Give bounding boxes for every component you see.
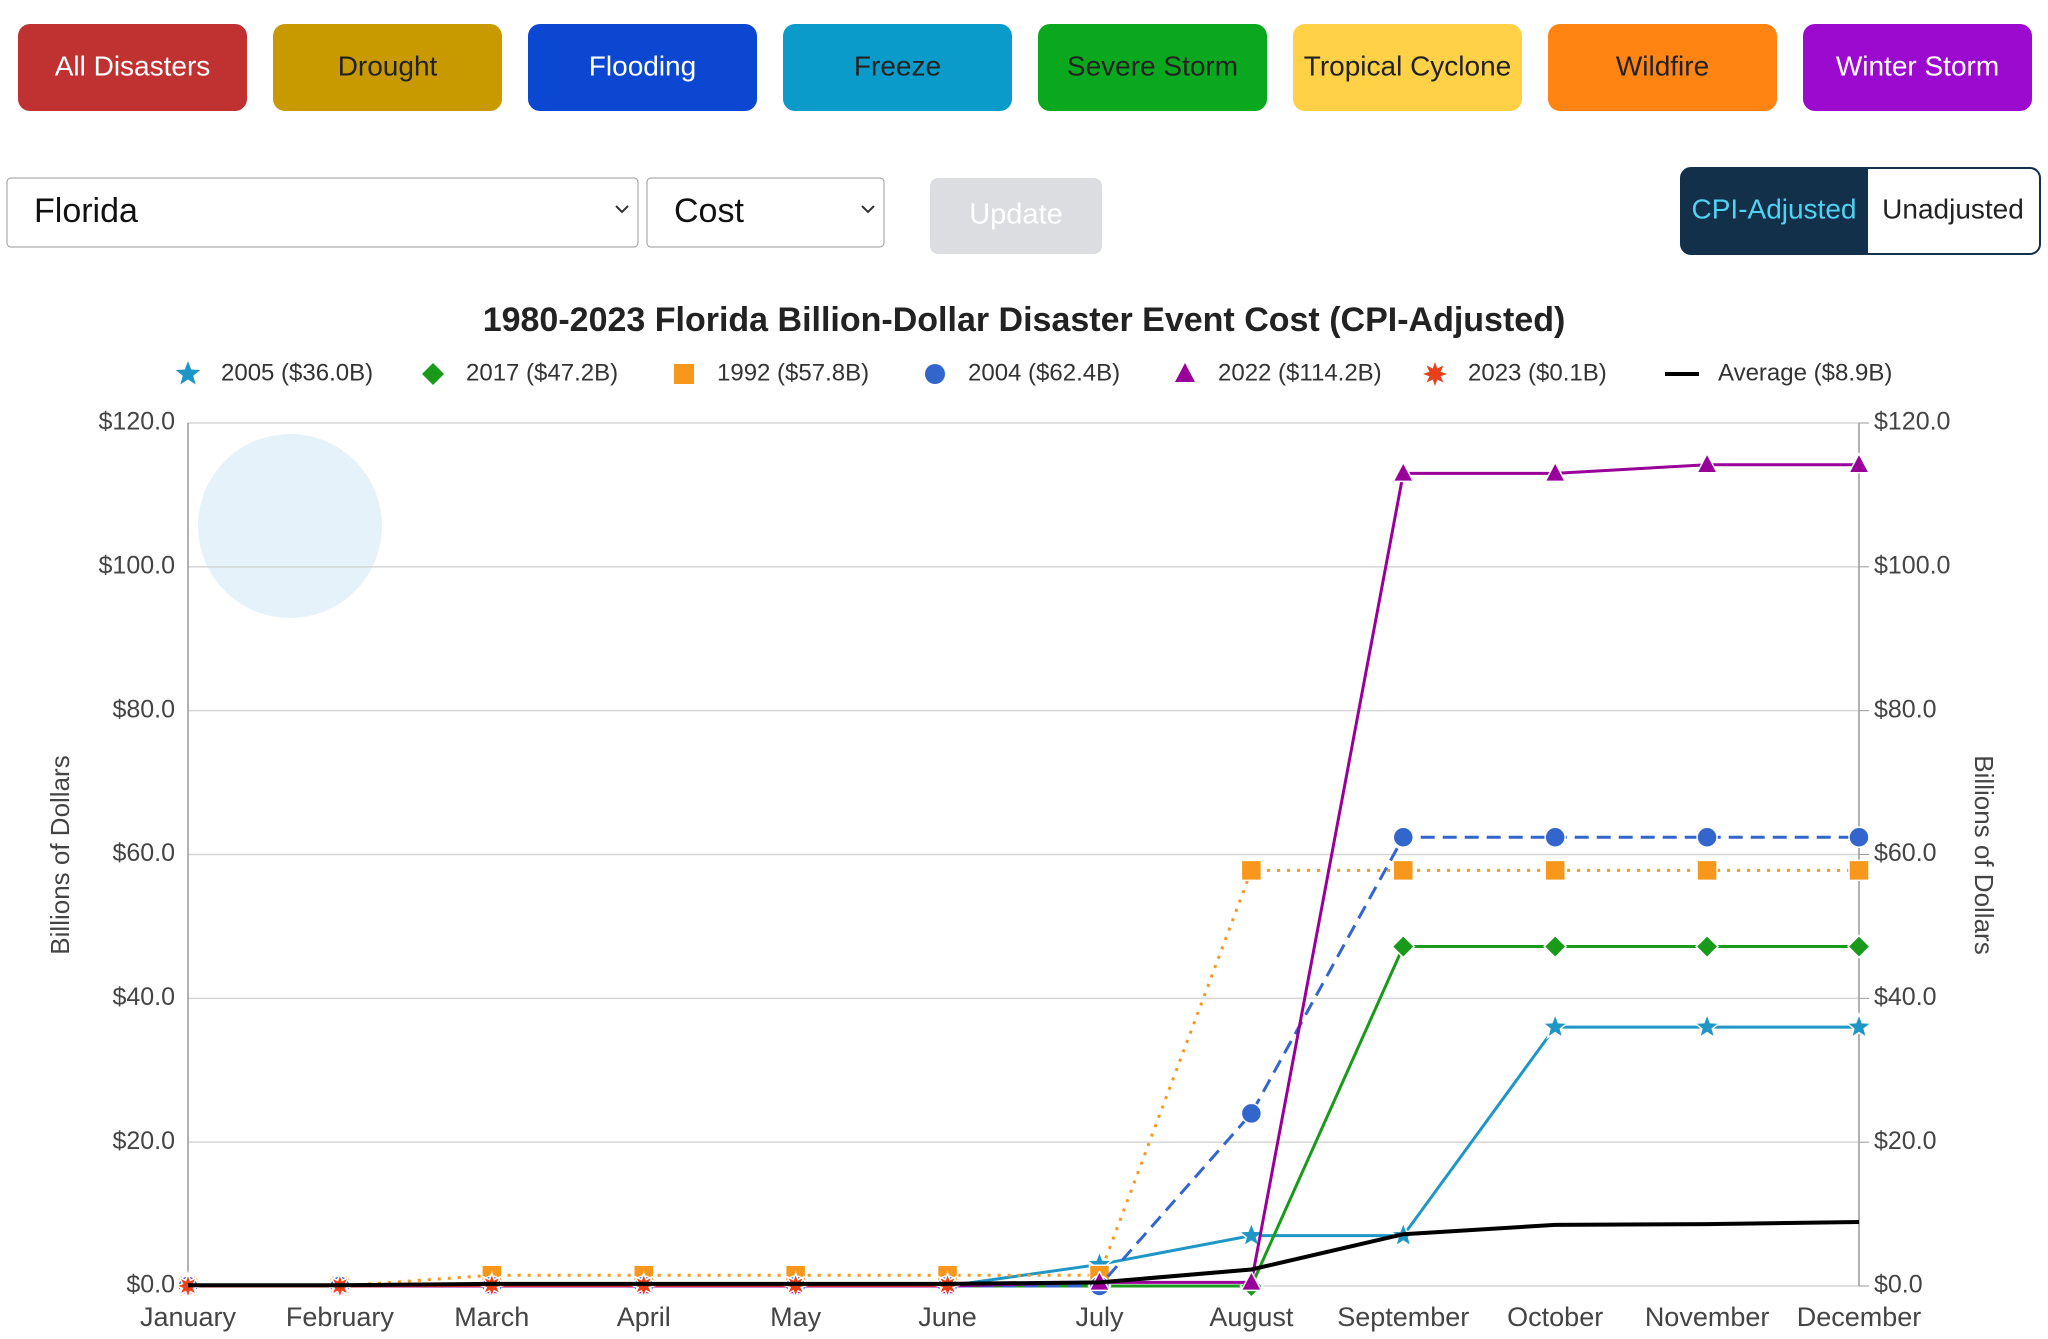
series-marker <box>1543 934 1568 959</box>
update-text: Update <box>969 199 1063 231</box>
legend-swatch <box>925 364 945 384</box>
series-marker <box>1240 1269 1263 1292</box>
series-marker <box>1391 934 1416 959</box>
series-marker <box>1240 1102 1263 1125</box>
series-line <box>188 1025 1859 1288</box>
x-tick-label: July <box>1075 1302 1124 1332</box>
filter-button[interactable] <box>273 24 502 111</box>
filter-button[interactable] <box>1293 24 1522 111</box>
series-marker <box>1696 826 1718 848</box>
series-marker <box>1544 859 1566 882</box>
x-tick-label: June <box>918 1302 977 1332</box>
series-marker <box>1846 934 1872 959</box>
filter-button-text: Freeze <box>854 50 941 81</box>
legend-swatch <box>175 361 201 385</box>
toggle-off: Unadjusted <box>1882 193 2024 224</box>
filter-button[interactable] <box>1038 24 1267 111</box>
toggle-on: CPI-Adjusted <box>1692 193 1857 224</box>
legend-label[interactable]: 1992 ($57.8B) <box>717 359 869 386</box>
legend-swatch <box>674 364 694 384</box>
series-marker <box>1544 826 1566 848</box>
filter-button-text: Drought <box>338 50 438 81</box>
x-tick-label: April <box>617 1302 671 1332</box>
y-tick-label: $100.0 <box>99 551 175 579</box>
series-marker <box>1392 826 1415 848</box>
series-marker <box>1392 460 1415 483</box>
y2-tick-label: $120.0 <box>1874 408 1950 436</box>
x-tick-label: January <box>140 1302 237 1332</box>
series-marker <box>1543 460 1567 483</box>
y2-tick-label: $0.0 <box>1874 1271 1923 1299</box>
legend-label[interactable]: 2023 ($0.1B) <box>1468 359 1607 386</box>
series-marker <box>1847 452 1871 474</box>
filter-button-text: Tropical Cyclone <box>1304 50 1511 81</box>
y2-axis-label: Billions of Dollars <box>1969 755 1999 954</box>
x-tick-label: February <box>286 1302 395 1332</box>
series-line <box>188 463 1859 1288</box>
chart-title: 1980-2023 Florida Billion-Dollar Disaste… <box>483 301 1566 339</box>
y-tick-label: $60.0 <box>112 839 175 867</box>
y2-tick-label: $60.0 <box>1874 839 1937 867</box>
series-line <box>188 1219 1860 1288</box>
legend-swatch <box>422 363 444 385</box>
series-line <box>188 835 1859 1288</box>
legend-label[interactable]: 2004 ($62.4B) <box>968 359 1120 386</box>
legend-swatch <box>1175 363 1195 382</box>
filter-button[interactable] <box>1548 24 1777 111</box>
series-marker <box>1696 859 1718 882</box>
legend-label[interactable]: 2017 ($47.2B) <box>466 359 618 386</box>
y-tick-label: $20.0 <box>112 1127 175 1155</box>
series-marker <box>1540 1011 1570 1040</box>
series-line <box>188 945 1859 1288</box>
legend-swatch <box>1423 362 1447 386</box>
filter-button[interactable] <box>528 24 757 111</box>
series-marker <box>1848 859 1870 882</box>
x-tick-label: November <box>1645 1302 1770 1332</box>
logo <box>198 434 382 618</box>
chevron <box>861 205 875 214</box>
toggle-active[interactable] <box>1681 168 1868 254</box>
series-marker <box>1695 934 1720 959</box>
legend-label[interactable]: Average ($8.9B) <box>1718 359 1892 386</box>
filter-button-text: All Disasters <box>55 50 211 81</box>
x-tick-label: May <box>770 1302 822 1332</box>
y2-tick-label: $40.0 <box>1874 983 1937 1011</box>
series-marker <box>1392 859 1415 882</box>
filter-button-text: Severe Storm <box>1067 50 1238 81</box>
metric-select-text: Cost <box>674 192 744 230</box>
y-axis-label: Billions of Dollars <box>45 755 75 954</box>
x-tick-label: March <box>454 1302 529 1332</box>
series-marker <box>1848 826 1870 848</box>
filter-button[interactable] <box>1803 24 2032 111</box>
series-marker <box>1240 859 1263 882</box>
series-marker <box>1844 1011 1874 1040</box>
state-select[interactable] <box>6 177 639 248</box>
y2-tick-label: $20.0 <box>1874 1127 1937 1155</box>
x-tick-label: September <box>1337 1302 1469 1332</box>
legend-label[interactable]: 2022 ($114.2B) <box>1218 359 1382 386</box>
filter-button-text: Wildfire <box>1616 50 1709 81</box>
state-select-text: Florida <box>34 192 138 230</box>
filter-button-text: Winter Storm <box>1836 50 1999 81</box>
x-tick-label: August <box>1209 1302 1294 1332</box>
x-tick-label: December <box>1797 1302 1922 1332</box>
y2-tick-label: $100.0 <box>1874 551 1950 579</box>
series-marker <box>1692 1011 1722 1040</box>
x-tick-label: October <box>1507 1302 1603 1332</box>
y-tick-label: $40.0 <box>112 983 175 1011</box>
filter-button-text: Flooding <box>589 50 696 81</box>
y-tick-label: $80.0 <box>112 695 175 723</box>
update-button[interactable] <box>930 178 1102 254</box>
filter-button[interactable] <box>783 24 1012 111</box>
y2-tick-label: $80.0 <box>1874 695 1937 723</box>
filter-button[interactable] <box>18 24 247 111</box>
y-tick-label: $0.0 <box>126 1271 175 1299</box>
metric-select[interactable] <box>646 177 885 248</box>
legend-label[interactable]: 2005 ($36.0B) <box>221 359 373 386</box>
series-marker <box>1695 452 1719 474</box>
chevron <box>615 205 629 214</box>
y-tick-label: $120.0 <box>99 408 175 436</box>
